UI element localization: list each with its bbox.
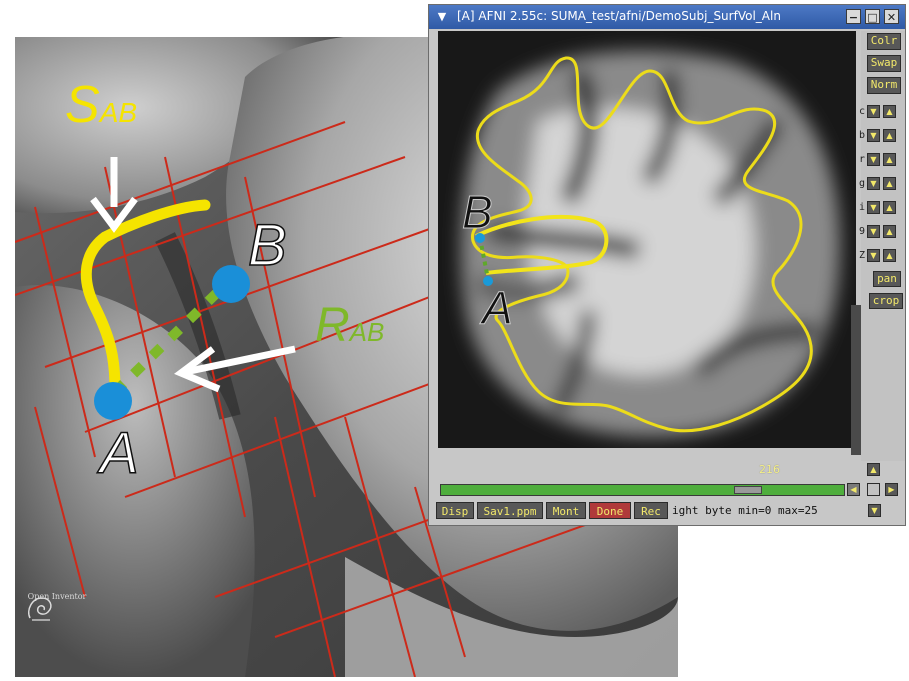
colr-button[interactable]: Colr <box>867 33 901 50</box>
chevron-down-icon[interactable]: ▼ <box>437 10 447 23</box>
norm-button[interactable]: Norm <box>867 77 901 94</box>
mri-slice-view[interactable]: B A <box>438 31 856 448</box>
cortex-contour <box>471 56 813 433</box>
slider-thumb[interactable] <box>734 486 762 494</box>
s-label-sub: AB <box>99 97 138 128</box>
maximize-button[interactable]: □ <box>865 9 880 24</box>
slider-value: 216 <box>759 463 780 476</box>
swap-button[interactable]: Swap <box>867 55 901 72</box>
bottom-toolbar: Disp Sav1.ppm Mont Done Rec ight byte mi… <box>436 501 898 521</box>
mont-button[interactable]: Mont <box>546 502 586 519</box>
highlighted-contour-sab <box>475 215 609 275</box>
window-title: [A] AFNI 2.55c: SUMA_test/afni/DemoSubj_… <box>457 9 781 23</box>
arrow-down-icon[interactable]: ▼ <box>868 504 881 517</box>
arrow-up-icon[interactable]: ▲ <box>883 249 896 262</box>
control-row-label-i: i <box>859 202 866 213</box>
done-button[interactable]: Done <box>589 502 631 519</box>
r-ab-label: RAB <box>315 302 384 350</box>
control-row-label-c: c <box>859 106 866 117</box>
point-b-marker <box>212 265 250 303</box>
arrow-up-icon[interactable]: ▲ <box>867 463 880 476</box>
slice-slider[interactable] <box>440 484 845 496</box>
point-a-label: A <box>99 421 139 486</box>
arrow-left-icon[interactable]: ◀ <box>847 483 860 496</box>
disp-button[interactable]: Disp <box>436 502 474 519</box>
window-titlebar[interactable]: ▼ [A] AFNI 2.55c: SUMA_test/afni/DemoSub… <box>429 5 905 29</box>
arrow-left-icon-head <box>174 346 221 393</box>
save-button[interactable]: Sav1.ppm <box>477 502 543 519</box>
arrow-up-icon[interactable]: ▲ <box>883 153 896 166</box>
arrow-left-icon <box>184 345 296 376</box>
open-inventor-text: Open Inventor <box>27 592 87 601</box>
arrow-down-icon[interactable]: ▼ <box>867 177 880 190</box>
crop-button[interactable]: crop <box>869 293 903 309</box>
arrow-up-icon[interactable]: ▲ <box>883 129 896 142</box>
point-b-label: B <box>247 213 287 278</box>
arrow-down-icon[interactable]: ▼ <box>867 153 880 166</box>
arrow-down-icon[interactable]: ▼ <box>867 249 880 262</box>
arrow-down-icon[interactable]: ▼ <box>867 201 880 214</box>
slice-dashed-line-rab <box>478 237 490 280</box>
s-ab-label: SAB <box>65 79 137 131</box>
rec-button[interactable]: Rec <box>634 502 668 519</box>
arrow-down-icon-head <box>90 196 138 233</box>
arrow-down-icon[interactable]: ▼ <box>867 225 880 238</box>
afni-window: ▼ [A] AFNI 2.55c: SUMA_test/afni/DemoSub… <box>428 4 906 526</box>
point-a-marker <box>94 382 132 420</box>
arrow-up-icon[interactable]: ▲ <box>883 105 896 118</box>
close-button[interactable]: ✕ <box>884 9 899 24</box>
image-controls-panel: Colr Swap Norm c ▼ ▲ b ▼ ▲ r ▼ ▲ g ▼ ▲ i… <box>859 31 905 461</box>
r-label-sub: AB <box>349 317 385 347</box>
control-row-label-g: g <box>859 178 866 189</box>
arrow-down-icon[interactable]: ▼ <box>867 129 880 142</box>
slice-point-b-marker <box>475 233 485 243</box>
open-inventor-logo: Open Inventor <box>22 592 92 621</box>
pan-button[interactable]: pan <box>873 271 901 287</box>
geodesic-curve-sab <box>80 199 211 395</box>
open-inventor-icon <box>28 597 52 621</box>
mri-slice-image <box>438 31 856 448</box>
slice-point-b-label: B <box>462 186 494 238</box>
control-row-label-9: 9 <box>859 226 866 237</box>
arrow-down-icon[interactable]: ▼ <box>867 105 880 118</box>
s-label-main: S <box>65 76 100 134</box>
arrow-up-icon[interactable]: ▲ <box>883 201 896 214</box>
arrow-right-icon[interactable]: ▶ <box>885 483 898 496</box>
control-row-label-z: Z <box>859 250 866 261</box>
arrow-up-icon[interactable]: ▲ <box>883 177 896 190</box>
slice-point-a-label: A <box>482 282 514 334</box>
arrow-up-icon[interactable]: ▲ <box>883 225 896 238</box>
status-text: ight byte min=0 max=25 <box>672 504 818 517</box>
control-row-label-b: b <box>859 130 866 141</box>
r-label-main: R <box>315 299 350 352</box>
scroll-square-button[interactable] <box>867 483 880 496</box>
control-row-label-r: r <box>859 154 866 165</box>
slice-point-a-marker <box>483 276 493 286</box>
minimize-button[interactable]: − <box>846 9 861 24</box>
